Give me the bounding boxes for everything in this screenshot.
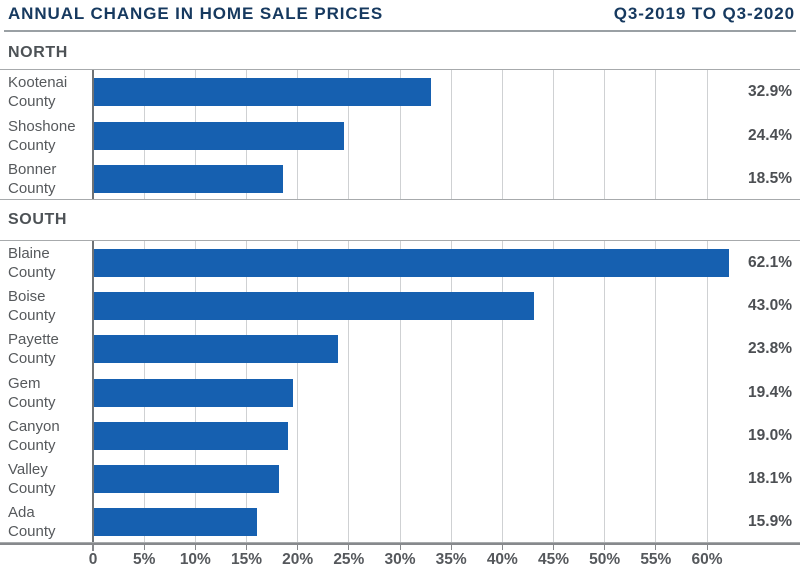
bar-value-label: 19.0% bbox=[748, 426, 792, 444]
chart-period: Q3-2019 TO Q3-2020 bbox=[613, 4, 795, 23]
x-axis-tick-label: 20% bbox=[282, 551, 314, 568]
plot-south: Blaine County 62.1% Boise County 43.0% Payet… bbox=[0, 240, 800, 543]
gridline-50pct bbox=[604, 241, 606, 542]
gridline-35pct bbox=[450, 70, 452, 199]
bar bbox=[94, 335, 338, 364]
x-axis-tick-label: 55% bbox=[640, 551, 672, 568]
x-axis-tick-label: 60% bbox=[691, 551, 723, 568]
gridline-20pct bbox=[297, 241, 299, 542]
y-axis-line bbox=[92, 70, 94, 199]
bar-value-label: 24.4% bbox=[748, 126, 792, 144]
x-axis-tick bbox=[706, 543, 708, 550]
gridline-55pct bbox=[655, 241, 657, 542]
x-axis-tick bbox=[655, 543, 657, 550]
x-axis-tick bbox=[553, 543, 554, 550]
x-axis-tick bbox=[143, 543, 145, 550]
x-axis-tick bbox=[399, 543, 401, 550]
gridline-30pct bbox=[399, 70, 401, 199]
bar bbox=[94, 77, 431, 106]
county-label: Bonner County bbox=[8, 161, 57, 198]
x-axis-tick-label: 35% bbox=[435, 551, 467, 568]
bar bbox=[94, 378, 293, 407]
bar-value-label: 32.9% bbox=[748, 82, 792, 100]
bar-value-label: 15.9% bbox=[748, 513, 792, 531]
county-label: Boise County bbox=[8, 287, 56, 324]
county-label: Blaine County bbox=[8, 244, 56, 281]
x-axis-tick-label: 50% bbox=[589, 551, 621, 568]
county-label: Payette County bbox=[8, 331, 59, 368]
section-label-south: SOUTH bbox=[8, 211, 67, 228]
x-axis-tick-label: 30% bbox=[384, 551, 416, 568]
gridline-30pct bbox=[399, 241, 401, 542]
bar bbox=[94, 421, 289, 450]
x-axis-tick bbox=[501, 543, 503, 550]
x-axis-tick-label: 10% bbox=[179, 551, 211, 568]
x-axis-tick bbox=[297, 543, 299, 550]
bar bbox=[94, 165, 284, 194]
bar-value-label: 18.5% bbox=[748, 170, 792, 188]
y-axis-line bbox=[92, 241, 94, 542]
county-label: Canyon County bbox=[8, 417, 60, 454]
x-axis-tick bbox=[604, 543, 606, 550]
county-label: Kootenai County bbox=[8, 73, 68, 110]
gridline-55pct bbox=[655, 70, 657, 199]
gridline-40pct bbox=[501, 70, 503, 199]
gridline-45pct bbox=[553, 70, 554, 199]
bar bbox=[94, 291, 535, 320]
x-axis-tick bbox=[450, 543, 452, 550]
x-axis-tick bbox=[194, 543, 196, 550]
gridline-25pct bbox=[348, 241, 350, 542]
x-axis-tick-label: 25% bbox=[333, 551, 365, 568]
bar-value-label: 19.4% bbox=[748, 383, 792, 401]
x-axis-tick-label: 40% bbox=[486, 551, 518, 568]
x-axis-tick bbox=[92, 543, 94, 551]
bar-value-label: 43.0% bbox=[748, 296, 792, 314]
x-axis-tick bbox=[246, 543, 247, 550]
gridline-35pct bbox=[450, 241, 452, 542]
bar bbox=[94, 121, 344, 150]
gridline-40pct bbox=[501, 241, 503, 542]
x-axis-tick-label: 5% bbox=[132, 551, 156, 568]
gridline-45pct bbox=[553, 241, 554, 542]
gridline-25pct bbox=[348, 70, 350, 199]
x-axis-tick-label: 0 bbox=[88, 551, 98, 568]
chart-title: ANNUAL CHANGE IN HOME SALE PRICES bbox=[8, 4, 384, 23]
bar-value-label: 18.1% bbox=[748, 470, 792, 488]
bar-value-label: 23.8% bbox=[748, 340, 792, 358]
gridline-60pct bbox=[706, 70, 708, 199]
bar-value-label: 62.1% bbox=[748, 253, 792, 271]
x-axis-tick-label: 15% bbox=[230, 551, 263, 568]
bar bbox=[94, 508, 257, 537]
bar bbox=[94, 248, 730, 277]
chart-header: ANNUAL CHANGE IN HOME SALE PRICES Q3-201… bbox=[0, 0, 800, 30]
header-divider bbox=[4, 30, 796, 32]
x-axis-tick bbox=[348, 543, 350, 550]
county-label: Gem County bbox=[8, 374, 56, 411]
x-axis-tick-label: 45% bbox=[537, 551, 570, 568]
gridline-50pct bbox=[604, 70, 606, 199]
county-label: Valley County bbox=[8, 461, 56, 498]
bar bbox=[94, 465, 280, 494]
plot-north: Kootenai County 32.9% Shoshone County 24.4%… bbox=[0, 69, 800, 200]
section-label-north: NORTH bbox=[8, 44, 68, 61]
county-label: Shoshone County bbox=[8, 117, 76, 154]
gridline-60pct bbox=[706, 241, 708, 542]
county-label: Ada County bbox=[8, 504, 56, 541]
